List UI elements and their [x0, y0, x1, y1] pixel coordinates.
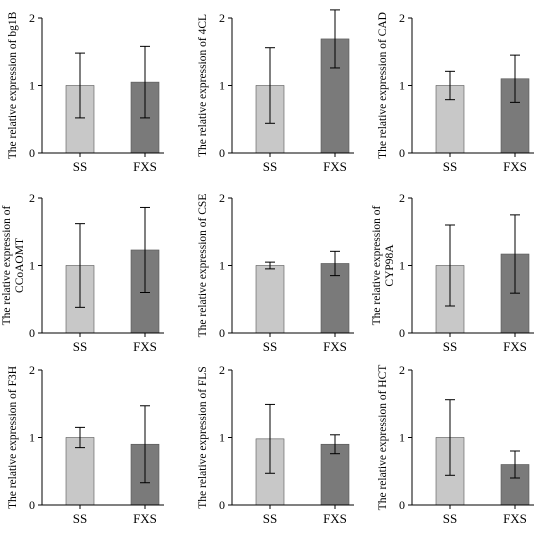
x-tick-label: SS: [263, 511, 277, 526]
y-tick-label: 2: [219, 11, 225, 25]
y-tick-label: 0: [29, 146, 35, 160]
y-tick-label: 1: [29, 79, 35, 93]
bar-ss: [255, 265, 285, 334]
y-axis-label: The relative expression of bg1B: [7, 11, 19, 159]
y-tick-label: 2: [219, 191, 225, 205]
y-tick-label: 2: [219, 363, 225, 377]
y-tick-label: 1: [219, 431, 225, 445]
y-tick-label: 1: [219, 259, 225, 273]
x-tick-label: FXS: [323, 159, 347, 174]
x-tick-label: SS: [443, 511, 457, 526]
y-tick-label: 2: [29, 191, 35, 205]
y-tick-label: 1: [399, 79, 405, 93]
y-axis-label: The relative expression of CSE: [197, 194, 209, 338]
x-tick-label: FXS: [323, 511, 347, 526]
chart-panel-3: SS FXS 0 1 2 The relative expression of CAD: [377, 11, 534, 174]
x-tick-label: SS: [443, 339, 457, 354]
y-tick-label: 0: [29, 498, 35, 512]
y-axis-label: CCoAOMT: [14, 238, 26, 293]
x-tick-label: FXS: [133, 339, 157, 354]
x-tick-label: SS: [73, 339, 87, 354]
y-axis-label: The relative expression of HCT: [377, 365, 389, 511]
x-tick-label: FXS: [323, 339, 347, 354]
y-axis-label: The relative expression of FLS: [197, 366, 209, 508]
y-tick-label: 0: [399, 146, 405, 160]
x-tick-label: SS: [263, 159, 277, 174]
y-tick-label: 0: [399, 498, 405, 512]
x-tick-label: FXS: [133, 511, 157, 526]
y-tick-label: 1: [399, 431, 405, 445]
chart-panel-5: SS FXS 0 1 2 The relative expression of CSE: [197, 191, 354, 354]
y-tick-label: 0: [399, 326, 405, 340]
bar-ss: [65, 437, 95, 506]
x-tick-label: FXS: [503, 159, 527, 174]
y-axis-label: CYP98A: [384, 244, 396, 287]
y-tick-label: 0: [29, 326, 35, 340]
y-tick-label: 1: [399, 259, 405, 273]
x-tick-label: FXS: [503, 511, 527, 526]
y-axis-label: The relative expression of CAD: [377, 12, 389, 159]
bar-fxs: [320, 443, 350, 506]
chart-panel-1: SS FXS 0 1 2 The relative expression of bg1B: [7, 11, 164, 174]
y-tick-label: 2: [399, 191, 405, 205]
chart-panel-4: SS FXS 0 1 2 The relative expression of CCoAOM…: [1, 191, 164, 354]
y-axis-label: The relative expression of 4CL: [197, 14, 209, 157]
x-tick-label: FXS: [503, 339, 527, 354]
chart-panel-9: SS FXS 0 1 2 The relative expression of HCT: [377, 363, 534, 526]
x-tick-label: SS: [73, 511, 87, 526]
y-tick-label: 0: [219, 146, 225, 160]
y-tick-label: 2: [29, 11, 35, 25]
chart-panel-2: SS FXS 0 1 2 The relative expression of 4CL: [197, 9, 354, 174]
y-tick-label: 2: [399, 363, 405, 377]
chart-panel-6: SS FXS 0 1 2 The relative expression of CYP98A: [371, 191, 534, 354]
chart-panel-7: SS FXS 0 1 2 The relative expression of F3H: [7, 363, 164, 526]
x-tick-label: FXS: [133, 159, 157, 174]
y-axis-label: The relative expression of F3H: [7, 366, 19, 509]
y-tick-label: 1: [219, 79, 225, 93]
x-tick-label: SS: [73, 159, 87, 174]
y-axis-label: The relative expression of: [1, 205, 13, 325]
y-tick-label: 1: [29, 431, 35, 445]
chart-panel-8: SS FXS 0 1 2 The relative expression of FLS: [197, 363, 354, 526]
x-tick-label: SS: [443, 159, 457, 174]
x-tick-label: SS: [263, 339, 277, 354]
y-tick-label: 0: [219, 326, 225, 340]
y-axis-label: The relative expression of: [371, 205, 383, 325]
y-tick-label: 1: [29, 259, 35, 273]
y-tick-label: 2: [399, 11, 405, 25]
y-tick-label: 0: [219, 498, 225, 512]
y-tick-label: 2: [29, 363, 35, 377]
